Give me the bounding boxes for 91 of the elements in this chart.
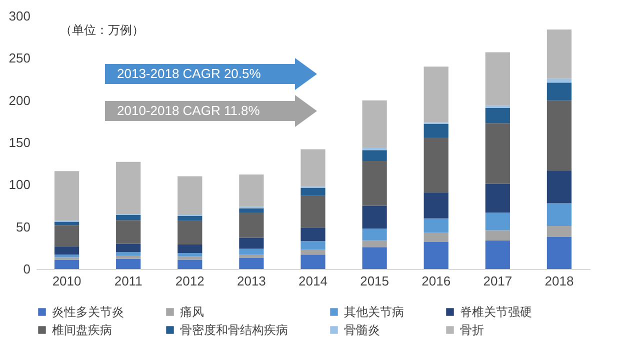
y-tick-label: 150: [8, 135, 30, 150]
bar: [546, 78, 572, 83]
bar: [300, 228, 326, 242]
bar: [362, 228, 387, 240]
bar: [546, 170, 572, 204]
x-tick-label: 2013: [236, 274, 266, 288]
bar: [239, 248, 264, 255]
bar: [546, 236, 572, 269]
bar: [54, 260, 80, 269]
bar: [300, 241, 326, 250]
bar: [485, 184, 510, 212]
bar: [485, 240, 510, 269]
bar: [178, 252, 202, 256]
bar: [362, 206, 387, 229]
bar: [546, 226, 572, 237]
x-tick-label: 2018: [544, 274, 574, 288]
bar: [300, 254, 326, 269]
bar: [424, 242, 448, 269]
y-tick-label: 300: [8, 8, 30, 24]
bar: [424, 232, 448, 242]
bar: [239, 254, 264, 258]
bar: [546, 203, 572, 226]
bar: [362, 150, 387, 162]
bar: [239, 258, 264, 269]
bar: [424, 124, 448, 138]
legend-label: 炎性多关节炎: [52, 305, 124, 319]
x-tick-label: 2010: [52, 274, 82, 288]
bar: [485, 230, 510, 240]
bar: [485, 212, 510, 230]
bar: [239, 174, 264, 207]
bar: [300, 196, 326, 228]
bar: [178, 244, 202, 253]
bar: [362, 100, 387, 148]
bar: [116, 256, 141, 259]
bar: [485, 52, 510, 106]
bar: [485, 108, 510, 124]
annotation: 2010-2018 CAGR 11.8%: [117, 103, 260, 118]
bar: [54, 246, 80, 255]
y-tick-label: 50: [16, 219, 30, 234]
bar: [362, 247, 387, 269]
bar: [239, 238, 264, 249]
x-tick-label: 2017: [483, 274, 512, 288]
bar: [178, 260, 202, 269]
bar: [116, 162, 141, 214]
bar: [54, 257, 80, 260]
bar: [178, 176, 202, 216]
bar: [546, 29, 572, 78]
x-tick-label: 2014: [298, 274, 328, 288]
bar: [362, 148, 387, 150]
bar: [300, 250, 326, 255]
bar: [116, 244, 141, 252]
y-tick-label: 200: [8, 92, 30, 108]
y-tick-label: 250: [8, 50, 30, 66]
bar: [54, 171, 80, 221]
bar: [485, 105, 510, 108]
y-tick-label: 0: [23, 262, 30, 276]
legend-label: 其他关节病: [344, 305, 404, 319]
bar: [54, 225, 80, 246]
bar: [485, 123, 510, 184]
bar: [116, 252, 141, 256]
bar: [116, 258, 141, 269]
bar: [546, 82, 572, 100]
bar: [300, 149, 326, 186]
annotation: （单位：万例）: [60, 22, 144, 39]
bar: [178, 220, 202, 245]
bar: [424, 66, 448, 122]
bar: [54, 254, 80, 258]
bar: [424, 192, 448, 218]
legend-label: 骨折: [460, 323, 484, 337]
legend-label: 骨髓炎: [344, 323, 380, 337]
x-tick-label: 2012: [175, 274, 204, 288]
bar: [178, 216, 202, 221]
x-tick-label: 2011: [114, 274, 142, 288]
bar: [362, 240, 387, 248]
bar: [239, 212, 264, 238]
x-tick-label: 2015: [360, 274, 390, 288]
bar: [300, 188, 326, 196]
legend-label: 骨密度和骨结构疾病: [180, 323, 288, 337]
bar: [424, 218, 448, 233]
bar: [239, 208, 264, 212]
annotation: 2013-2018 CAGR 20.5%: [117, 66, 261, 81]
bar: [116, 220, 141, 244]
bar: [116, 215, 141, 220]
bar: [546, 100, 572, 170]
y-tick-label: 100: [8, 177, 30, 192]
legend-label: 椎间盘疾病: [52, 323, 112, 337]
x-tick-label: 2016: [422, 274, 451, 288]
bar: [362, 161, 387, 206]
legend-label: 痛风: [180, 305, 204, 319]
legend-label: 脊椎关节强硬: [460, 305, 532, 319]
bar: [424, 137, 448, 192]
